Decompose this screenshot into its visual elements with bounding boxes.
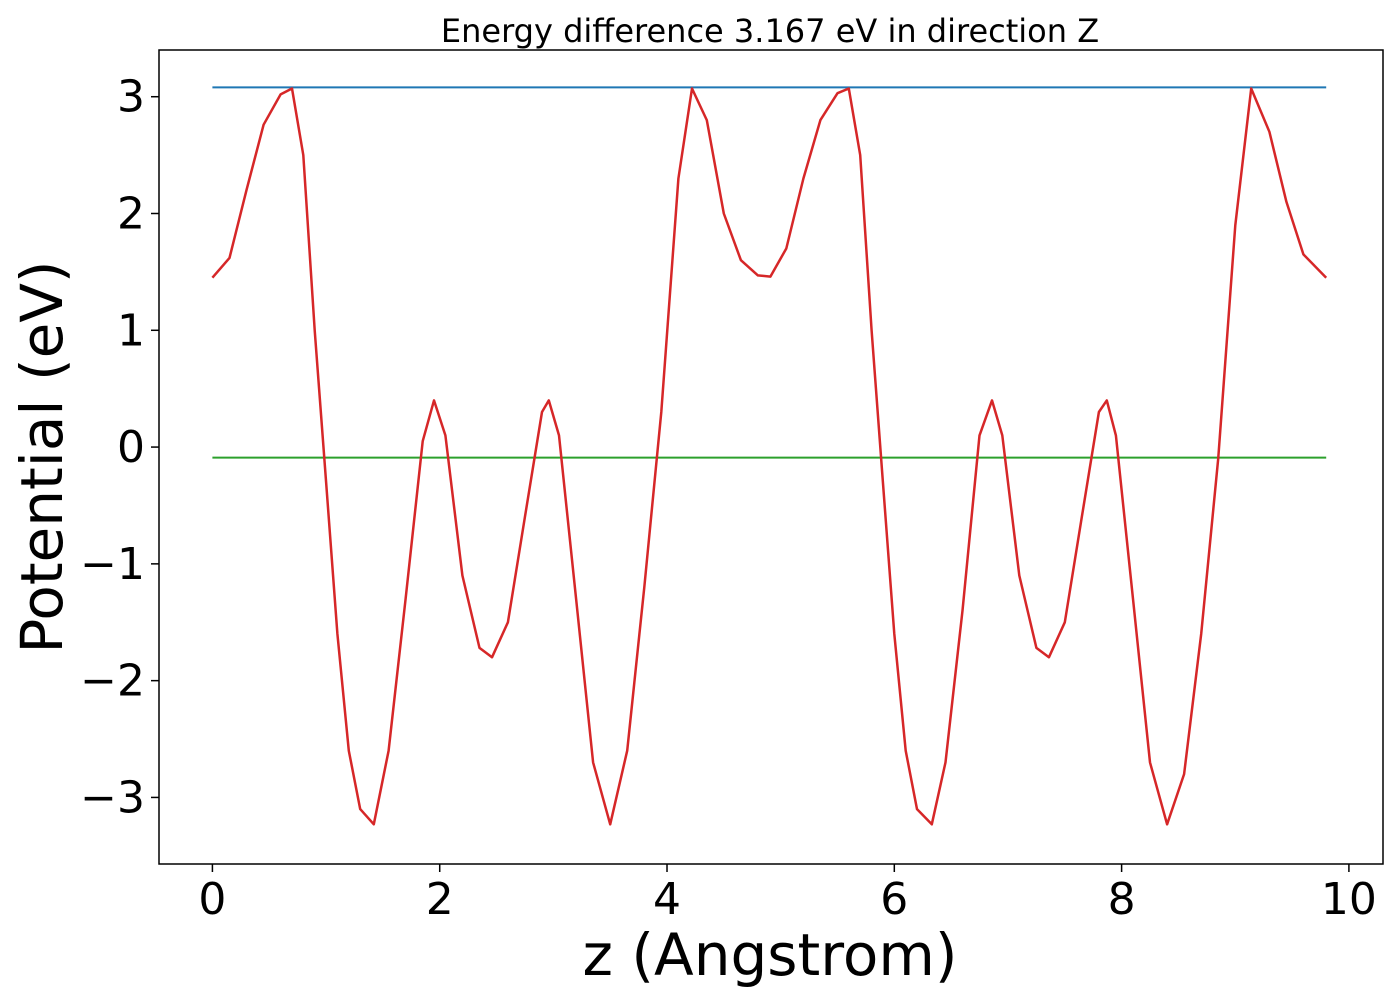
x-tick-label: 0 xyxy=(198,874,226,925)
y-tick-label: 1 xyxy=(117,305,145,356)
y-axis-label: Potential (eV) xyxy=(8,260,76,653)
x-tick-label: 10 xyxy=(1321,874,1377,925)
y-tick-label: 3 xyxy=(117,72,145,123)
x-tick-label: 2 xyxy=(426,874,454,925)
x-tick-label: 6 xyxy=(880,874,908,925)
x-axis-ticks: 0 2 4 6 8 10 xyxy=(198,864,1377,925)
y-tick-label: −3 xyxy=(80,772,145,823)
y-tick-label: 0 xyxy=(117,422,145,473)
x-tick-label: 4 xyxy=(653,874,681,925)
y-tick-label: −1 xyxy=(80,539,145,590)
series-layer xyxy=(211,86,1328,826)
axes-frame xyxy=(158,49,1384,865)
x-tick-label: 8 xyxy=(1108,874,1136,925)
y-tick-label: 2 xyxy=(117,189,145,240)
series-line-2 xyxy=(211,87,1328,826)
chart-title: Energy difference 3.167 eV in direction … xyxy=(441,12,1099,50)
y-tick-label: −2 xyxy=(80,656,145,707)
y-axis-ticks: −3 −2 −1 0 1 2 3 xyxy=(80,72,159,823)
x-axis-label: z (Angstrom) xyxy=(583,921,958,989)
